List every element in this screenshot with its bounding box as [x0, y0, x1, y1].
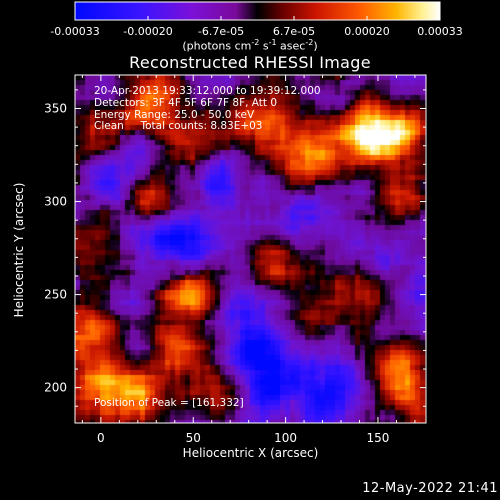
units-exp-1: -2	[251, 38, 260, 47]
clean-counts-text: Clean Total counts: 8.83E+03	[94, 120, 263, 133]
y-tick-label: 300	[44, 195, 67, 209]
units-exp-3: -2	[305, 38, 314, 47]
colorbar-tick-label: -6.7e-05	[197, 25, 245, 38]
y-tick-label: 350	[44, 101, 67, 115]
colorbar-tick-label: 0.00033	[417, 25, 463, 38]
colorbar-units: (photons cm-2 s-1 asec-2)	[0, 38, 500, 53]
x-tick-label: 150	[367, 431, 390, 445]
units-exp-2: -1	[268, 38, 277, 47]
image-annotation: 20-Apr-2013 19:33:12.000 to 19:39:12.000…	[94, 85, 321, 133]
y-tick-label: 200	[44, 381, 67, 395]
x-tick-label: 50	[186, 431, 201, 445]
units-text-4: )	[313, 39, 318, 53]
time-range-text: 20-Apr-2013 19:33:12.000 to 19:39:12.000	[94, 85, 321, 97]
x-tick-label: 100	[274, 431, 297, 445]
colorbar-frame	[74, 1, 441, 21]
y-axis-label: Heliocentric Y (arcsec)	[12, 182, 26, 318]
plot-frame	[74, 74, 427, 424]
heatmap-image	[75, 75, 426, 423]
colorbar-tick-label: -0.00033	[50, 25, 100, 38]
colorbar-tick-label: 0.00020	[344, 25, 390, 38]
colorbar	[74, 1, 441, 21]
colorbar-gradient	[75, 2, 440, 20]
chart-title: Reconstructed RHESSI Image	[129, 53, 371, 72]
plot-timestamp: 12-May-2022 21:41	[362, 481, 498, 496]
x-axis-label: Heliocentric X (arcsec)	[182, 446, 319, 460]
units-text-1: (photons cm	[182, 39, 252, 53]
heatmap-canvas	[75, 75, 426, 423]
energy-range-text: Energy Range: 25.0 - 50.0 keV	[94, 108, 255, 121]
detectors-text: Detectors: 3F 4F 5F 6F 7F 8F, Att 0	[94, 96, 278, 109]
colorbar-tick-label: 6.7e-05	[272, 25, 316, 38]
colorbar-tick-label: -0.00020	[123, 25, 173, 38]
x-tick-label: 0	[97, 431, 105, 445]
peak-position-text: Position of Peak = [161,332]	[94, 397, 244, 409]
y-tick-label: 250	[44, 288, 67, 302]
units-text-2: s	[259, 39, 269, 53]
units-text-3: asec	[276, 39, 306, 53]
